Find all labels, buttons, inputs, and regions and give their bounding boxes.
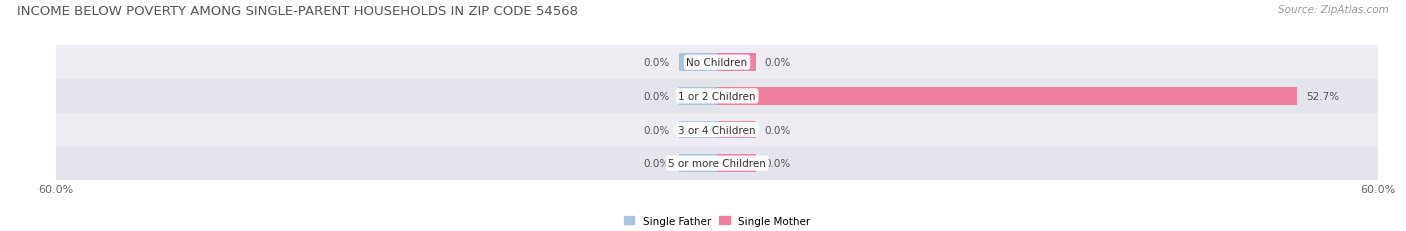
Text: INCOME BELOW POVERTY AMONG SINGLE-PARENT HOUSEHOLDS IN ZIP CODE 54568: INCOME BELOW POVERTY AMONG SINGLE-PARENT… xyxy=(17,5,578,18)
Text: 0.0%: 0.0% xyxy=(765,125,790,135)
Bar xyxy=(56,80,1378,113)
Text: 0.0%: 0.0% xyxy=(644,91,669,101)
Text: 0.0%: 0.0% xyxy=(765,158,790,168)
Text: 0.0%: 0.0% xyxy=(644,125,669,135)
Text: 0.0%: 0.0% xyxy=(644,58,669,68)
Bar xyxy=(717,54,755,72)
Text: 0.0%: 0.0% xyxy=(644,158,669,168)
Bar xyxy=(56,147,1378,180)
Bar xyxy=(717,155,755,172)
Text: 52.7%: 52.7% xyxy=(1306,91,1340,101)
Text: 1 or 2 Children: 1 or 2 Children xyxy=(678,91,756,101)
Bar xyxy=(56,113,1378,147)
Bar xyxy=(56,46,1378,80)
Text: 5 or more Children: 5 or more Children xyxy=(668,158,766,168)
Text: 3 or 4 Children: 3 or 4 Children xyxy=(678,125,756,135)
Bar xyxy=(717,88,1298,105)
Text: No Children: No Children xyxy=(686,58,748,68)
Bar xyxy=(679,121,717,139)
Text: 0.0%: 0.0% xyxy=(765,58,790,68)
Bar xyxy=(717,121,755,139)
Bar xyxy=(679,88,717,105)
Bar xyxy=(679,54,717,72)
Bar xyxy=(679,155,717,172)
Text: Source: ZipAtlas.com: Source: ZipAtlas.com xyxy=(1278,5,1389,15)
Legend: Single Father, Single Mother: Single Father, Single Mother xyxy=(624,216,810,226)
